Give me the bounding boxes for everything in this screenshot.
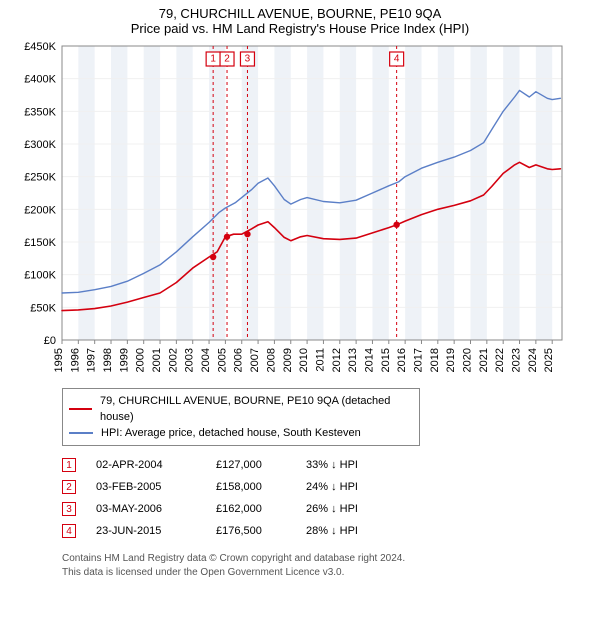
svg-text:2011: 2011 [314, 348, 326, 372]
svg-text:£300K: £300K [24, 139, 56, 151]
transaction-delta: 28% ↓ HPI [306, 525, 396, 537]
chart: £0 £50K £100K £150K £200K £250K £300K £350K £400… [8, 40, 592, 380]
transaction-date: 03-FEB-2005 [96, 481, 196, 493]
svg-text:£150K: £150K [24, 237, 56, 249]
svg-text:2003: 2003 [184, 348, 196, 372]
svg-text:2021: 2021 [478, 348, 490, 372]
svg-text:2017: 2017 [412, 348, 424, 372]
transaction-marker: 4 [62, 524, 76, 538]
svg-text:1: 1 [210, 54, 216, 65]
svg-text:2001: 2001 [151, 348, 163, 372]
svg-text:£450K: £450K [24, 41, 56, 53]
svg-text:2016: 2016 [396, 348, 408, 372]
svg-text:2018: 2018 [429, 348, 441, 372]
transaction-price: £176,500 [216, 525, 286, 537]
legend-swatch [69, 408, 92, 410]
chart-svg: £0 £50K £100K £150K £200K £250K £300K £350K £400… [8, 40, 568, 380]
footer-line-1: Contains HM Land Registry data © Crown c… [62, 552, 562, 566]
svg-text:£400K: £400K [24, 74, 56, 86]
transaction-delta: 24% ↓ HPI [306, 481, 396, 493]
legend: 79, CHURCHILL AVENUE, BOURNE, PE10 9QA (… [62, 388, 420, 446]
svg-text:1999: 1999 [118, 348, 130, 372]
svg-text:2000: 2000 [135, 348, 147, 372]
svg-text:£0: £0 [44, 335, 56, 347]
transactions-table: 1 02-APR-2004 £127,000 33% ↓ HPI 2 03-FEB-200… [62, 454, 592, 542]
transaction-row: 4 23-JUN-2015 £176,500 28% ↓ HPI [62, 520, 592, 542]
svg-text:2005: 2005 [216, 348, 228, 372]
svg-text:2014: 2014 [363, 348, 375, 372]
svg-text:2012: 2012 [331, 348, 343, 372]
svg-text:2019: 2019 [445, 348, 457, 372]
svg-text:1995: 1995 [53, 348, 65, 372]
svg-text:2004: 2004 [200, 348, 212, 372]
transaction-marker: 3 [62, 502, 76, 516]
transaction-date: 02-APR-2004 [96, 459, 196, 471]
transaction-price: £162,000 [216, 503, 286, 515]
legend-label: 79, CHURCHILL AVENUE, BOURNE, PE10 9QA (… [100, 393, 413, 425]
svg-text:£100K: £100K [24, 270, 56, 282]
svg-text:1996: 1996 [69, 348, 81, 372]
transaction-delta: 33% ↓ HPI [306, 459, 396, 471]
transaction-row: 1 02-APR-2004 £127,000 33% ↓ HPI [62, 454, 592, 476]
svg-text:1998: 1998 [102, 348, 114, 372]
legend-row: HPI: Average price, detached house, Sout… [69, 425, 413, 441]
svg-text:2013: 2013 [347, 348, 359, 372]
legend-swatch [69, 432, 93, 434]
footer-line-2: This data is licensed under the Open Gov… [62, 566, 562, 580]
svg-text:£250K: £250K [24, 172, 56, 184]
svg-text:2015: 2015 [380, 348, 392, 372]
transaction-marker: 1 [62, 458, 76, 472]
title-block: 79, CHURCHILL AVENUE, BOURNE, PE10 9QA P… [8, 6, 592, 36]
svg-text:2008: 2008 [265, 348, 277, 372]
svg-text:2: 2 [224, 54, 230, 65]
title-main: 79, CHURCHILL AVENUE, BOURNE, PE10 9QA [8, 6, 592, 21]
svg-text:2020: 2020 [461, 348, 473, 372]
svg-text:£350K: £350K [24, 106, 56, 118]
legend-label: HPI: Average price, detached house, Sout… [101, 425, 361, 441]
svg-text:2006: 2006 [233, 348, 245, 372]
transaction-marker: 2 [62, 480, 76, 494]
transaction-row: 3 03-MAY-2006 £162,000 26% ↓ HPI [62, 498, 592, 520]
transaction-row: 2 03-FEB-2005 £158,000 24% ↓ HPI [62, 476, 592, 498]
svg-text:2009: 2009 [282, 348, 294, 372]
transaction-date: 23-JUN-2015 [96, 525, 196, 537]
svg-text:2010: 2010 [298, 348, 310, 372]
svg-text:4: 4 [394, 54, 400, 65]
svg-text:2025: 2025 [543, 348, 555, 372]
title-sub: Price paid vs. HM Land Registry's House … [8, 21, 592, 36]
svg-text:2022: 2022 [494, 348, 506, 372]
transaction-date: 03-MAY-2006 [96, 503, 196, 515]
svg-text:3: 3 [245, 54, 251, 65]
footer: Contains HM Land Registry data © Crown c… [62, 552, 562, 579]
transaction-price: £127,000 [216, 459, 286, 471]
svg-text:2024: 2024 [527, 348, 539, 372]
legend-row: 79, CHURCHILL AVENUE, BOURNE, PE10 9QA (… [69, 393, 413, 425]
svg-text:2007: 2007 [249, 348, 261, 372]
transaction-price: £158,000 [216, 481, 286, 493]
transaction-delta: 26% ↓ HPI [306, 503, 396, 515]
svg-text:2023: 2023 [511, 348, 523, 372]
svg-text:£200K: £200K [24, 204, 56, 216]
svg-text:1997: 1997 [86, 348, 98, 372]
svg-text:£50K: £50K [30, 302, 56, 314]
svg-text:2002: 2002 [167, 348, 179, 372]
